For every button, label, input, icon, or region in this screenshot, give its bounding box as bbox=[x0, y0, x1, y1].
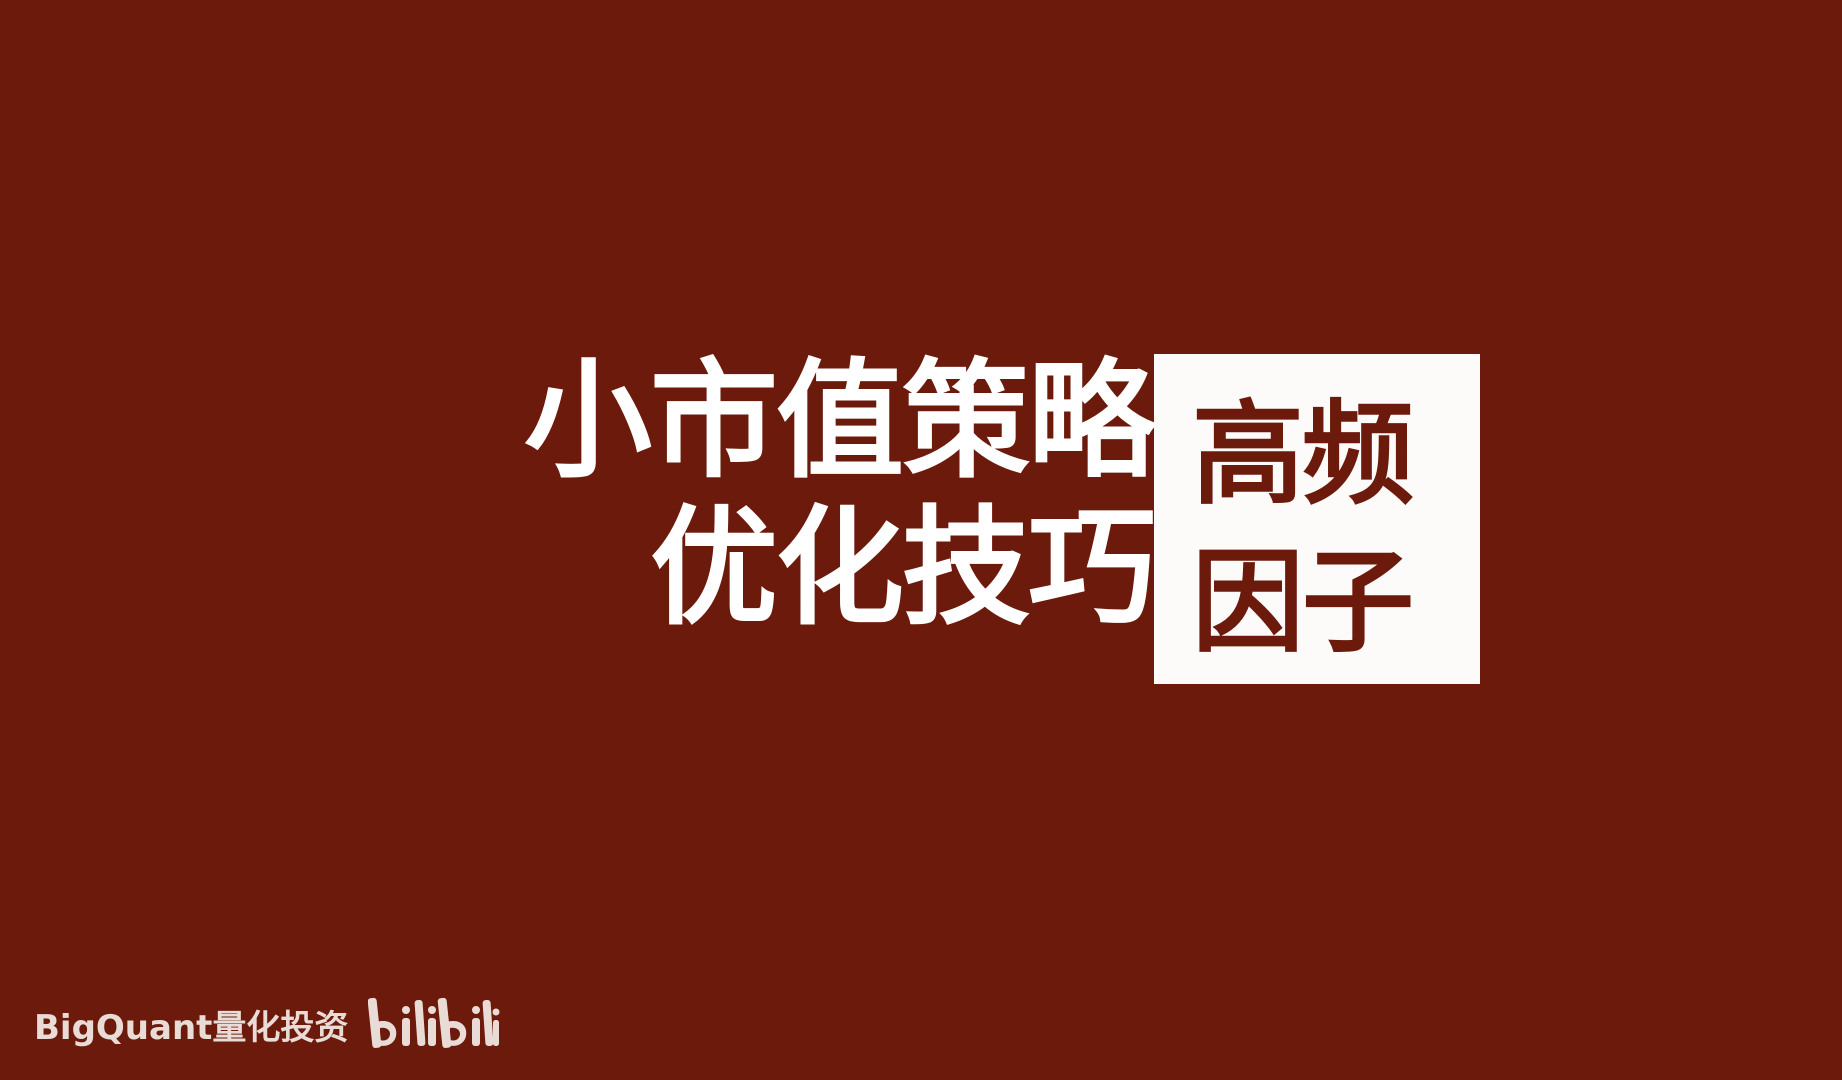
title-line-2: 优化技巧 bbox=[649, 494, 1156, 644]
main-title: 小市值策略 优化技巧 bbox=[523, 347, 1156, 644]
tag-line-1: 高频 bbox=[1192, 390, 1414, 520]
channel-name: BigQuant量化投资 bbox=[34, 1007, 349, 1048]
tag-box: 高频 因子 bbox=[1154, 354, 1480, 684]
tag-line-2: 因子 bbox=[1192, 537, 1414, 668]
title-line-1: 小市值策略 bbox=[523, 347, 1156, 496]
bilibili-logo-icon bbox=[368, 997, 500, 1048]
channel-watermark: BigQuant量化投资 bbox=[34, 996, 500, 1052]
